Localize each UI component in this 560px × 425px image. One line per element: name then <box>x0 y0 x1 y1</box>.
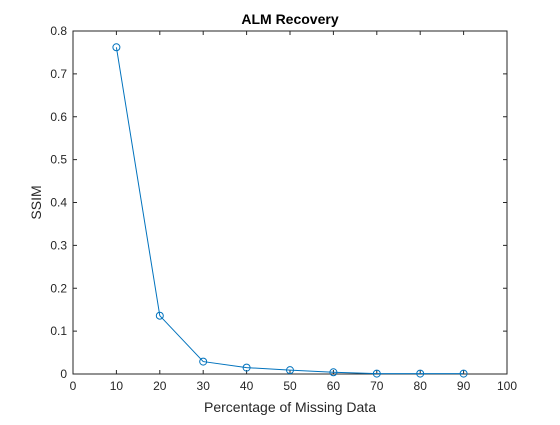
y-tick-label: 0.8 <box>50 24 67 38</box>
series-layer <box>112 43 468 378</box>
x-tick-label: 30 <box>197 379 211 393</box>
x-tick-label: 80 <box>414 379 428 393</box>
y-tick-label: 0.1 <box>50 324 67 338</box>
x-tick-label: 70 <box>370 379 384 393</box>
x-tick-label: 100 <box>497 379 517 393</box>
x-tick-label: 90 <box>457 379 471 393</box>
series-line <box>115 47 464 375</box>
y-tick-label: 0.7 <box>50 67 67 81</box>
chart-title: ALM Recovery <box>241 11 338 27</box>
y-tick-label: 0.4 <box>50 196 67 210</box>
plot-area <box>72 30 508 375</box>
y-tick-label: 0.3 <box>50 238 67 252</box>
y-tick-label: 0.6 <box>50 110 67 124</box>
x-tick-label: 60 <box>327 379 341 393</box>
x-tick-label: 0 <box>70 379 77 393</box>
data-point <box>242 363 251 372</box>
data-point <box>416 369 425 378</box>
data-point <box>199 357 208 366</box>
data-point <box>329 368 338 377</box>
x-tick-label: 40 <box>240 379 254 393</box>
y-tick-label: 0.5 <box>50 153 67 167</box>
x-axis-label: Percentage of Missing Data <box>204 399 376 415</box>
y-tick-label: 0 <box>60 367 67 381</box>
data-point <box>372 369 381 378</box>
x-ticks: 0 10 20 30 40 50 60 70 80 90 100 <box>70 31 517 393</box>
data-point <box>459 369 468 378</box>
y-axis-label: SSIM <box>28 185 44 219</box>
x-tick-label: 10 <box>110 379 124 393</box>
data-point <box>112 43 121 52</box>
x-tick-label: 50 <box>283 379 297 393</box>
data-point <box>286 366 294 375</box>
x-tick-label: 20 <box>153 379 167 393</box>
y-ticks: 0 0.1 0.2 0.3 0.4 0.5 0.6 0.7 0.8 <box>50 24 507 381</box>
data-point <box>155 311 164 320</box>
y-tick-label: 0.2 <box>50 281 67 295</box>
